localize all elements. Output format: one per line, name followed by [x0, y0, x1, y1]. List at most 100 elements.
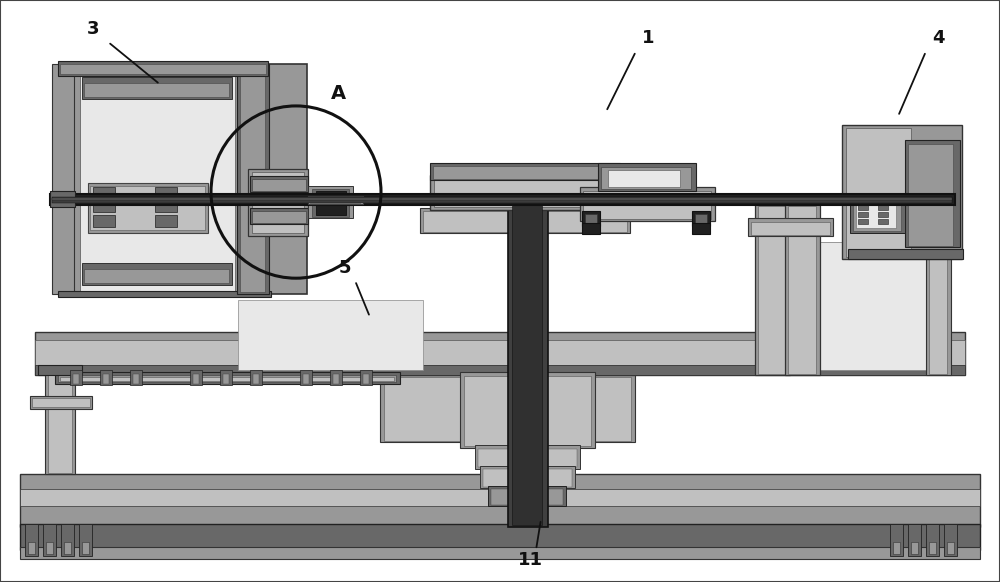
Bar — [478, 449, 577, 467]
Bar — [858, 212, 868, 217]
Bar — [508, 201, 548, 527]
Bar — [82, 542, 89, 554]
Text: 5: 5 — [339, 259, 351, 276]
Bar — [237, 64, 269, 294]
Bar — [905, 140, 960, 247]
Bar — [88, 183, 208, 233]
Bar — [50, 194, 955, 205]
Bar — [333, 374, 339, 384]
Bar — [308, 196, 363, 204]
Bar — [84, 269, 229, 283]
Bar — [64, 542, 71, 554]
Bar — [250, 208, 308, 224]
Bar — [692, 223, 710, 234]
Bar — [363, 374, 369, 384]
Bar — [858, 219, 868, 224]
Bar — [193, 374, 199, 384]
Bar — [20, 524, 980, 550]
Bar — [303, 374, 309, 384]
Bar — [84, 83, 229, 97]
Text: 3: 3 — [87, 20, 99, 38]
Bar — [947, 542, 954, 554]
Bar — [430, 175, 620, 210]
Bar — [890, 524, 903, 556]
Bar — [434, 179, 616, 207]
Bar — [878, 205, 888, 210]
Bar — [238, 300, 423, 370]
Bar — [480, 466, 575, 488]
Bar — [582, 211, 600, 226]
Bar — [35, 365, 965, 375]
Bar — [82, 263, 232, 285]
Bar — [93, 187, 115, 199]
Bar — [908, 524, 921, 556]
Bar — [858, 205, 868, 210]
Text: 4: 4 — [932, 29, 944, 47]
Bar — [58, 61, 268, 76]
Bar — [751, 222, 830, 235]
Bar — [32, 398, 90, 407]
Bar — [252, 172, 304, 233]
Bar — [20, 547, 980, 559]
Bar — [190, 370, 202, 385]
Bar — [316, 191, 346, 215]
Bar — [460, 372, 595, 448]
Bar — [72, 64, 307, 294]
Bar — [360, 370, 372, 385]
Bar — [252, 211, 306, 223]
Bar — [220, 370, 232, 385]
Bar — [58, 291, 271, 297]
Bar — [256, 193, 296, 204]
Bar — [583, 191, 711, 219]
Bar — [601, 167, 691, 189]
Bar — [384, 377, 631, 441]
Bar — [598, 163, 696, 191]
Bar — [250, 370, 262, 385]
Text: 11: 11 — [518, 551, 542, 569]
Bar — [842, 125, 962, 259]
Bar — [90, 186, 205, 230]
Bar — [48, 374, 72, 473]
Bar — [788, 206, 816, 374]
Bar — [475, 445, 580, 469]
Bar — [423, 211, 627, 232]
Bar — [93, 215, 115, 227]
Bar — [330, 370, 342, 385]
Bar — [25, 524, 38, 556]
Bar — [820, 242, 928, 370]
Bar — [70, 370, 82, 385]
Bar — [50, 191, 75, 207]
Bar — [253, 374, 259, 384]
Bar — [582, 223, 600, 234]
Bar — [52, 64, 74, 294]
Bar — [846, 128, 911, 257]
Bar — [608, 170, 680, 187]
Bar — [35, 340, 965, 367]
Text: A: A — [330, 84, 346, 102]
Bar — [60, 377, 394, 381]
Bar — [380, 372, 635, 442]
Bar — [911, 542, 918, 554]
Bar — [20, 489, 980, 506]
Bar — [483, 469, 572, 487]
Bar — [223, 374, 229, 384]
Bar — [250, 176, 308, 192]
Bar — [692, 211, 710, 226]
Bar — [312, 189, 349, 217]
Bar — [856, 205, 896, 228]
Bar — [433, 166, 617, 179]
Bar — [20, 474, 980, 527]
Bar — [155, 215, 177, 227]
Bar — [464, 376, 591, 446]
Bar — [240, 66, 265, 292]
Bar — [58, 375, 396, 382]
Bar — [893, 542, 900, 554]
Bar — [61, 524, 74, 556]
Bar — [103, 374, 109, 384]
Bar — [580, 187, 715, 221]
Bar — [929, 237, 947, 374]
Bar — [155, 201, 177, 212]
Bar — [848, 249, 963, 259]
Bar — [310, 197, 360, 203]
Bar — [430, 163, 620, 180]
